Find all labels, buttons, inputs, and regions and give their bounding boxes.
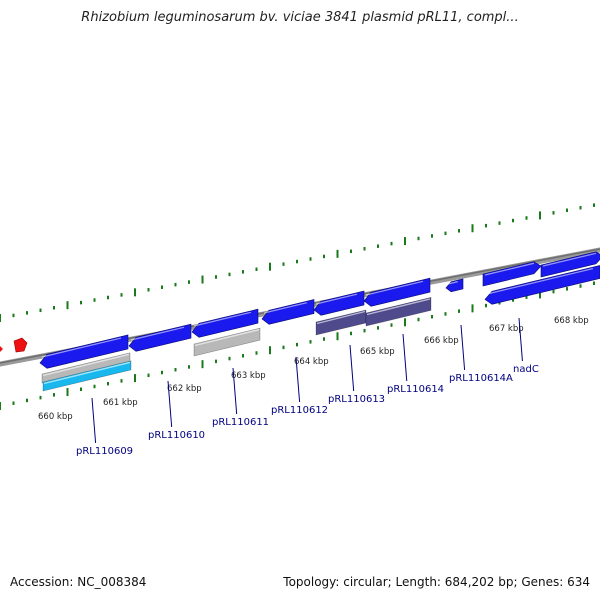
kbp-label: 662 kbp — [167, 384, 202, 394]
map-title: Rhizobium leguminosarum bv. viciae 3841 … — [81, 10, 519, 25]
cds-arrow — [482, 261, 542, 287]
kbp-label: 666 kbp — [424, 336, 459, 346]
cds-arrow — [39, 334, 129, 369]
cds-arrow — [261, 299, 315, 325]
gene-label-leader — [460, 324, 466, 371]
kbp-label: 661 kbp — [103, 398, 138, 408]
gene-band-purple — [365, 297, 432, 327]
cds-arrow — [484, 265, 600, 305]
gene-label[interactable]: pRL110613 — [328, 394, 385, 405]
cds-arrow — [313, 290, 365, 316]
kbp-scale-labels: 660 kbp 661 kbp 662 kbp 663 kbp 664 kbp 665 k… — [38, 316, 589, 422]
gene-labels[interactable]: pRL110609pRL110610pRL110611pRL110612pRL1… — [76, 317, 539, 457]
gene-label-leader — [232, 367, 238, 415]
gene-label[interactable]: pRL110612 — [271, 405, 328, 416]
cds-arrow — [128, 323, 192, 352]
gene-label-leader — [167, 380, 173, 428]
gene-label[interactable]: pRL110610 — [148, 430, 205, 441]
red-marker-edge — [0, 346, 3, 352]
gene-band-grey — [193, 327, 261, 357]
gene-label-leader — [91, 397, 97, 444]
gene-label[interactable]: pRL110609 — [76, 446, 133, 457]
cds-arrow — [191, 308, 259, 338]
gene-label[interactable]: pRL110611 — [212, 417, 269, 428]
kbp-label: 663 kbp — [231, 371, 266, 381]
gene-band-cyan — [42, 360, 132, 392]
kbp-label: 665 kbp — [360, 347, 395, 357]
kbp-label: 668 kbp — [554, 316, 589, 326]
topology-stats: Topology: circular; Length: 684,202 bp; … — [283, 575, 590, 589]
gene-label-leader — [295, 356, 301, 403]
accession-text: Accession: NC_008384 — [10, 575, 147, 589]
tick-marks — [0, 203, 595, 410]
cds-arrow — [445, 278, 464, 293]
gene-features[interactable] — [0, 251, 600, 392]
kbp-label: 664 kbp — [294, 357, 329, 367]
gene-label-leader — [518, 317, 523, 362]
kbp-label: 660 kbp — [38, 412, 73, 422]
gene-label-leader — [402, 333, 408, 382]
cds-arrow — [363, 277, 431, 307]
gene-label[interactable]: pRL110614A — [449, 373, 513, 384]
red-marker — [13, 337, 28, 353]
gene-label[interactable]: nadC — [513, 364, 539, 375]
gene-label[interactable]: pRL110614 — [387, 384, 444, 395]
kbp-label: 667 kbp — [489, 324, 524, 334]
gene-label-leader — [349, 344, 355, 392]
